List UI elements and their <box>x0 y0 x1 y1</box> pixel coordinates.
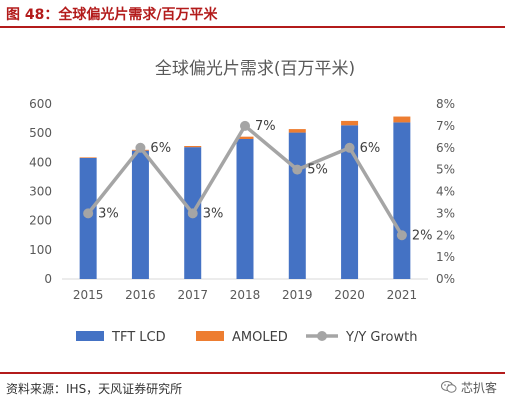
legend-label-tft-lcd: TFT LCD <box>111 330 166 345</box>
y-left-tick-label: 300 <box>29 185 52 199</box>
y-right-tick-label: 8% <box>436 97 455 111</box>
x-tick-label: 2018 <box>230 288 261 302</box>
growth-point <box>344 142 355 153</box>
figure-header: 图 48：全球偏光片需求/百万平米 <box>0 0 505 28</box>
chart-container: 全球偏光片需求(百万平米) 0 100 200 300 400 500 600 0% 1% 2% 3%… <box>0 30 505 370</box>
bar-tft-lcd <box>288 132 306 279</box>
y-right-tick-label: 2% <box>436 228 455 242</box>
y-right-tick-label: 6% <box>436 141 455 155</box>
bar-tft-lcd <box>131 150 149 279</box>
bar-amoled <box>79 157 97 158</box>
bar-tft-lcd <box>341 125 359 280</box>
x-tick-label: 2021 <box>387 288 418 302</box>
legend-label-amoled: AMOLED <box>232 330 288 345</box>
chart-title: 全球偏光片需求(百万平米) <box>155 59 355 79</box>
bar-amoled <box>184 146 202 148</box>
growth-data-label: 3% <box>98 206 119 221</box>
growth-point <box>187 208 198 219</box>
chart-svg: 全球偏光片需求(百万平米)01002003004005006000%1%2%3%… <box>29 59 455 345</box>
y-left-tick-label: 500 <box>29 126 52 140</box>
legend-marker-growth <box>317 331 327 341</box>
y-right-tick-label: 4% <box>436 185 455 199</box>
growth-point <box>83 208 94 219</box>
legend-swatch-tft-lcd <box>76 331 104 341</box>
y-right-tick-label: 5% <box>436 163 455 177</box>
bar-tft-lcd <box>236 139 254 279</box>
bar-amoled <box>236 136 254 139</box>
y-right-tick-label: 7% <box>436 119 455 133</box>
x-tick-label: 2017 <box>177 288 208 302</box>
growth-point <box>135 142 146 153</box>
x-tick-label: 2015 <box>73 288 104 302</box>
watermark: 芯扒客 <box>440 378 497 396</box>
growth-data-label: 6% <box>360 141 381 156</box>
legend-label-growth: Y/Y Growth <box>345 330 417 345</box>
source-note: 资料来源：IHS，天风证券研究所 <box>6 382 183 396</box>
bar-amoled <box>341 120 359 126</box>
growth-point <box>292 164 303 175</box>
x-tick-label: 2019 <box>282 288 313 302</box>
growth-data-label: 7% <box>255 119 276 134</box>
growth-data-label: 6% <box>150 141 171 156</box>
x-tick-label: 2016 <box>125 288 156 302</box>
bar-amoled <box>288 129 306 133</box>
growth-point <box>240 120 250 131</box>
watermark-text: 芯扒客 <box>460 380 497 395</box>
bar-tft-lcd <box>79 157 97 279</box>
y-right-tick-label: 1% <box>436 250 455 264</box>
x-tick-label: 2020 <box>334 288 365 302</box>
figure-label: 图 48：全球偏光片需求/百万平米 <box>6 7 218 23</box>
growth-point <box>396 230 407 241</box>
y-left-tick-label: 100 <box>29 243 52 257</box>
y-left-tick-label: 400 <box>29 155 52 169</box>
bar-amoled <box>393 116 411 123</box>
y-left-tick-label: 0 <box>44 272 52 286</box>
growth-data-label: 3% <box>203 206 224 221</box>
y-right-tick-label: 3% <box>436 206 455 220</box>
legend-swatch-amoled <box>196 331 224 341</box>
y-left-tick-label: 600 <box>29 97 52 111</box>
wechat-icon <box>440 381 457 393</box>
bar-tft-lcd <box>393 122 411 279</box>
growth-data-label: 2% <box>412 228 433 243</box>
figure-footer: 资料来源：IHS，天风证券研究所 芯扒客 <box>0 372 505 400</box>
growth-data-label: 5% <box>307 163 328 178</box>
y-right-tick-label: 0% <box>436 272 455 286</box>
y-left-tick-label: 200 <box>29 214 52 228</box>
